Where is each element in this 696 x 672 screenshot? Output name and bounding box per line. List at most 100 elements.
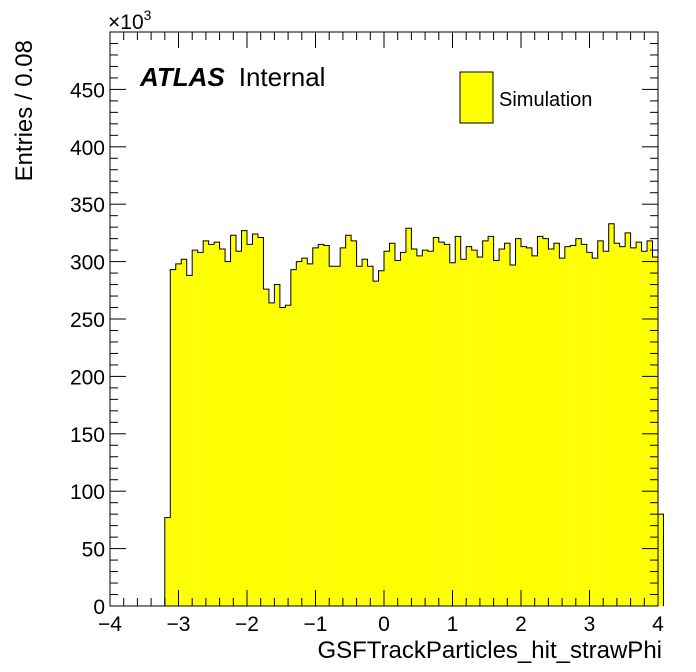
y-tick-label: 150 [70,424,105,447]
y-tick-label: 0 [93,596,105,619]
histogram-bin [592,258,598,606]
histogram-bin [356,266,363,606]
y-tick-label: 50 [82,539,105,562]
histogram-bin [230,235,237,607]
histogram-bin [493,260,500,606]
histogram-bin [608,223,615,606]
histogram-bin [619,246,626,606]
histogram-bin [340,247,346,606]
histogram-bin [312,247,319,606]
histogram-bin [318,244,324,606]
legend-label-simulation: Simulation [499,89,592,111]
histogram-bin [164,517,171,606]
atlas-label-internal: Internal [239,62,326,92]
x-tick-label: 2 [515,613,527,636]
y-tick-label: 250 [70,309,105,332]
histogram-bin [351,240,357,606]
histogram-bin [186,275,193,606]
histogram-bin [488,236,494,606]
histogram-bin [214,242,220,607]
histogram-bin [636,242,642,607]
histogram-bin [411,248,417,607]
histogram-bin [290,269,297,606]
histogram-bin [499,248,505,607]
histogram-bin [548,248,554,607]
histogram-bin [181,259,187,606]
histogram-bin [323,245,330,606]
atlas-label-bold: ATLAS [139,62,225,92]
histogram-bin [460,259,467,606]
histogram-bin [531,255,538,607]
histogram-bin [553,243,560,606]
histogram-bin [438,242,445,607]
histogram-bin [466,246,472,606]
histogram-bin [416,255,423,607]
y-tick-label: 200 [70,366,105,389]
x-tick-label: −3 [167,613,191,636]
x-tick-label: 4 [652,613,664,636]
histogram-bin [449,262,456,606]
histogram-bin [208,244,215,606]
histogram-bin [236,251,242,606]
histogram-bin [362,259,368,606]
histogram-bin [203,240,209,606]
histogram-bin [614,243,620,606]
histogram-bin [630,247,637,606]
histogram-bin [268,302,275,606]
histogram-bin [197,252,204,606]
legend-swatch-simulation [459,71,494,124]
histogram-bin [526,247,532,606]
histogram-outline [164,223,664,606]
y-tick-label: 300 [70,252,105,275]
histogram-bin [274,284,280,606]
histogram-bin [510,265,516,606]
histogram-bin [384,251,390,606]
y-tick-label: 100 [70,481,105,504]
histogram-bin [647,240,653,606]
histogram-bin [515,238,521,606]
y-tick-labels: 0 50 100 150 200 250 300 350 400 450 [70,79,105,619]
histogram-bin [334,266,341,606]
histogram-bin [257,237,264,606]
histogram-bin [296,261,302,606]
atlas-label: ATLAS Internal [139,62,325,92]
histogram-bin [652,257,658,606]
histogram-bin [307,263,313,606]
histogram-bin [329,266,335,606]
histogram-bin [192,250,198,606]
histogram-bin [400,252,406,606]
histogram-bin [389,243,395,606]
histogram-bin [625,232,631,606]
histogram-bin [586,252,593,606]
histogram-bin [263,289,269,606]
histogram-bin [427,251,434,606]
histogram-bin [422,250,428,606]
x-tick-labels: −4 −3 −2 −1 0 1 2 3 4 [98,613,664,636]
histogram-bin [658,514,664,606]
histogram-bin [301,258,308,606]
histogram-bin [170,269,176,606]
x-axis-title: GSFTrackParticles_hit_strawPhi [317,637,662,664]
x-tick-label: −2 [235,613,259,636]
histogram-bin [603,251,609,606]
histogram-bin [252,234,258,606]
histogram-bin [285,305,291,606]
x-tick-label: 1 [447,613,459,636]
histogram-bin [247,244,253,606]
histogram-bin [575,238,582,606]
x-tick-label: 3 [584,613,596,636]
histogram-bin [225,261,231,606]
y-tick-label: 400 [70,137,105,160]
y-axis-title: Entries / 0.08 [11,40,38,181]
histogram-bin [477,257,483,606]
histogram-bin [641,251,648,606]
histogram-bin [219,248,226,607]
x-tick-label: 0 [378,613,390,636]
histogram-bin [564,246,571,606]
histogram-bin [581,244,587,606]
histogram-bin [455,236,461,606]
histogram-bin [521,246,527,606]
histogram-bars [164,223,664,607]
histogram-bin [542,238,549,606]
